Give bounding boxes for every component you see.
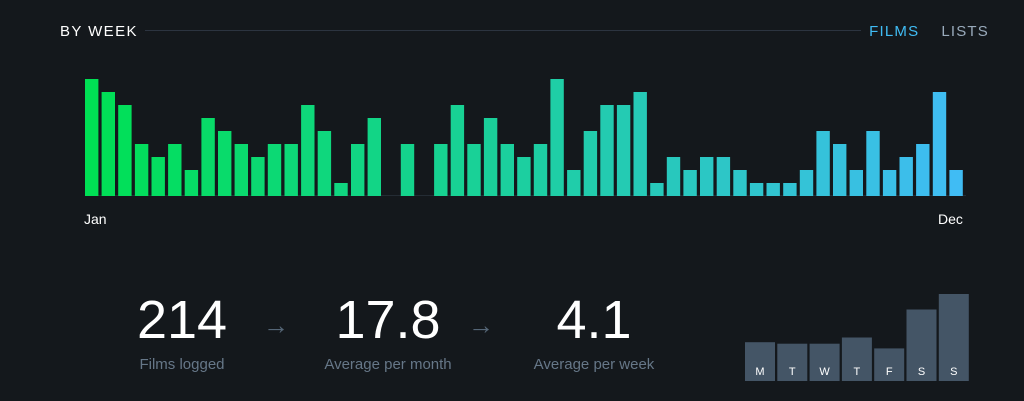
week-bar[interactable] [816, 131, 830, 196]
week-bar[interactable] [866, 131, 880, 196]
stat-value: 17.8 [335, 290, 441, 350]
week-bar[interactable] [101, 92, 115, 196]
stat-label: Films logged [139, 356, 225, 373]
week-bar[interactable] [201, 118, 215, 196]
weekday-bar[interactable] [874, 348, 905, 381]
week-bar[interactable] [583, 131, 598, 196]
week-bar[interactable] [666, 157, 681, 196]
week-bar[interactable] [467, 144, 481, 196]
week-bar[interactable] [533, 144, 548, 196]
weekday-bar[interactable] [745, 342, 775, 381]
week-bar[interactable] [550, 79, 564, 196]
week-bar[interactable] [267, 144, 282, 196]
week-bar[interactable] [700, 157, 714, 196]
week-bar[interactable] [949, 170, 963, 196]
section-title: BY WEEK [60, 23, 138, 40]
week-bar[interactable] [234, 144, 248, 196]
week-bar[interactable] [118, 105, 132, 196]
week-bar[interactable] [766, 183, 780, 196]
stat-average-per-week: 4.1 Average per week [522, 292, 666, 373]
week-bar[interactable] [749, 183, 764, 196]
week-bar[interactable] [932, 92, 947, 196]
week-bar[interactable] [882, 170, 897, 196]
week-bar[interactable] [134, 144, 149, 196]
arrow-icon: → [263, 310, 289, 340]
week-bar[interactable] [650, 183, 664, 196]
weekday-bar[interactable] [841, 337, 872, 382]
weekday-label: T [789, 366, 796, 378]
week-bar[interactable] [799, 170, 814, 196]
week-bar[interactable] [833, 144, 847, 196]
week-bar[interactable] [849, 170, 863, 196]
week-bar[interactable] [567, 170, 581, 196]
week-bar[interactable] [218, 131, 232, 196]
week-bar[interactable] [783, 183, 797, 196]
week-bar[interactable] [351, 144, 365, 196]
week-bar[interactable] [633, 92, 647, 196]
arrow-icon: → [468, 310, 494, 340]
weekday-bar[interactable] [906, 309, 937, 382]
week-bar[interactable] [434, 144, 448, 196]
stat-label: Average per week [533, 356, 655, 373]
week-bar[interactable] [301, 105, 315, 196]
weekday-label: M [755, 366, 764, 378]
weekday-label: T [854, 366, 861, 378]
week-bar[interactable] [317, 131, 332, 196]
weekday-bar[interactable] [938, 294, 969, 381]
weekday-bar[interactable] [809, 343, 840, 381]
week-bar[interactable] [616, 105, 631, 196]
weekday-bar[interactable] [777, 343, 808, 381]
week-bar[interactable] [517, 157, 531, 196]
week-bar[interactable] [251, 157, 265, 196]
tab-films[interactable]: FILMS [869, 23, 920, 40]
week-bar[interactable] [450, 105, 465, 196]
weekday-label: F [886, 366, 893, 378]
stat-label: Average per month [324, 356, 452, 373]
header-divider [145, 30, 861, 31]
week-bar[interactable] [400, 144, 415, 196]
week-bar[interactable] [367, 118, 381, 196]
week-bar[interactable] [85, 79, 99, 196]
week-bar[interactable] [916, 144, 930, 196]
week-bar[interactable] [716, 157, 731, 196]
x-axis-end-label: Dec [938, 211, 963, 227]
week-bar[interactable] [284, 144, 298, 196]
weekday-label: W [819, 366, 830, 378]
stat-films-logged: 214 Films logged [120, 292, 244, 373]
week-bar[interactable] [899, 157, 913, 196]
week-bar[interactable] [683, 170, 697, 196]
week-bar[interactable] [733, 170, 747, 196]
stat-value: 214 [136, 290, 228, 350]
week-bar[interactable] [483, 118, 498, 196]
week-bar[interactable] [334, 183, 348, 196]
stat-average-per-month: 17.8 Average per month [310, 292, 466, 373]
week-bar[interactable] [600, 105, 614, 196]
week-bar[interactable] [184, 170, 199, 196]
week-bar[interactable] [151, 157, 165, 196]
stat-value: 4.1 [556, 290, 632, 350]
tab-lists[interactable]: LISTS [941, 23, 989, 40]
weekday-label: S [918, 366, 925, 378]
weekday-label: S [950, 366, 957, 378]
week-bar[interactable] [168, 144, 182, 196]
tab-bar: FILMS LISTS [869, 23, 989, 40]
x-axis-start-label: Jan [84, 211, 107, 227]
week-bar[interactable] [500, 144, 514, 196]
